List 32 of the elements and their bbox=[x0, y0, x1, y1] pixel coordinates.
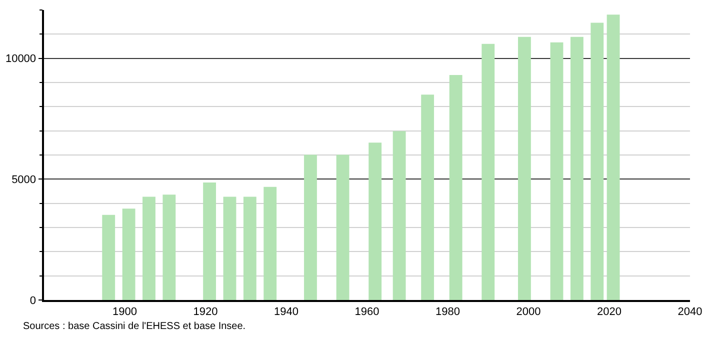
y-tick-label: 5000 bbox=[12, 174, 36, 186]
x-tick-label: 1980 bbox=[436, 306, 460, 318]
bar bbox=[223, 196, 236, 300]
bar bbox=[550, 42, 564, 300]
x-tick-label: 2020 bbox=[597, 306, 622, 318]
y-tick-label: 10000 bbox=[5, 53, 36, 66]
x-tick-label: 2000 bbox=[516, 306, 541, 318]
source-note: Sources : base Cassini de l'EHESS et base Insee. bbox=[23, 321, 246, 332]
x-tick-label: 1920 bbox=[193, 306, 218, 318]
bar bbox=[570, 36, 584, 300]
bar bbox=[102, 214, 116, 300]
bar bbox=[304, 154, 317, 300]
x-tick-label: 1940 bbox=[274, 306, 298, 318]
bar bbox=[142, 196, 156, 300]
bar bbox=[264, 186, 277, 300]
bar bbox=[606, 14, 620, 300]
bar bbox=[518, 36, 531, 300]
x-tick-label: 2040 bbox=[678, 306, 702, 318]
bar bbox=[243, 196, 256, 300]
bar bbox=[482, 44, 495, 300]
bar bbox=[368, 142, 382, 300]
bar bbox=[449, 75, 462, 300]
y-tick-label: 0 bbox=[30, 294, 36, 307]
bar bbox=[122, 208, 136, 300]
bar bbox=[203, 182, 216, 300]
x-tick-label: 1900 bbox=[112, 306, 137, 318]
bar bbox=[162, 194, 176, 300]
x-tick-label: 1960 bbox=[354, 306, 380, 318]
bar bbox=[590, 22, 604, 300]
bar bbox=[336, 154, 350, 300]
bar bbox=[421, 94, 434, 300]
bar bbox=[392, 131, 406, 300]
